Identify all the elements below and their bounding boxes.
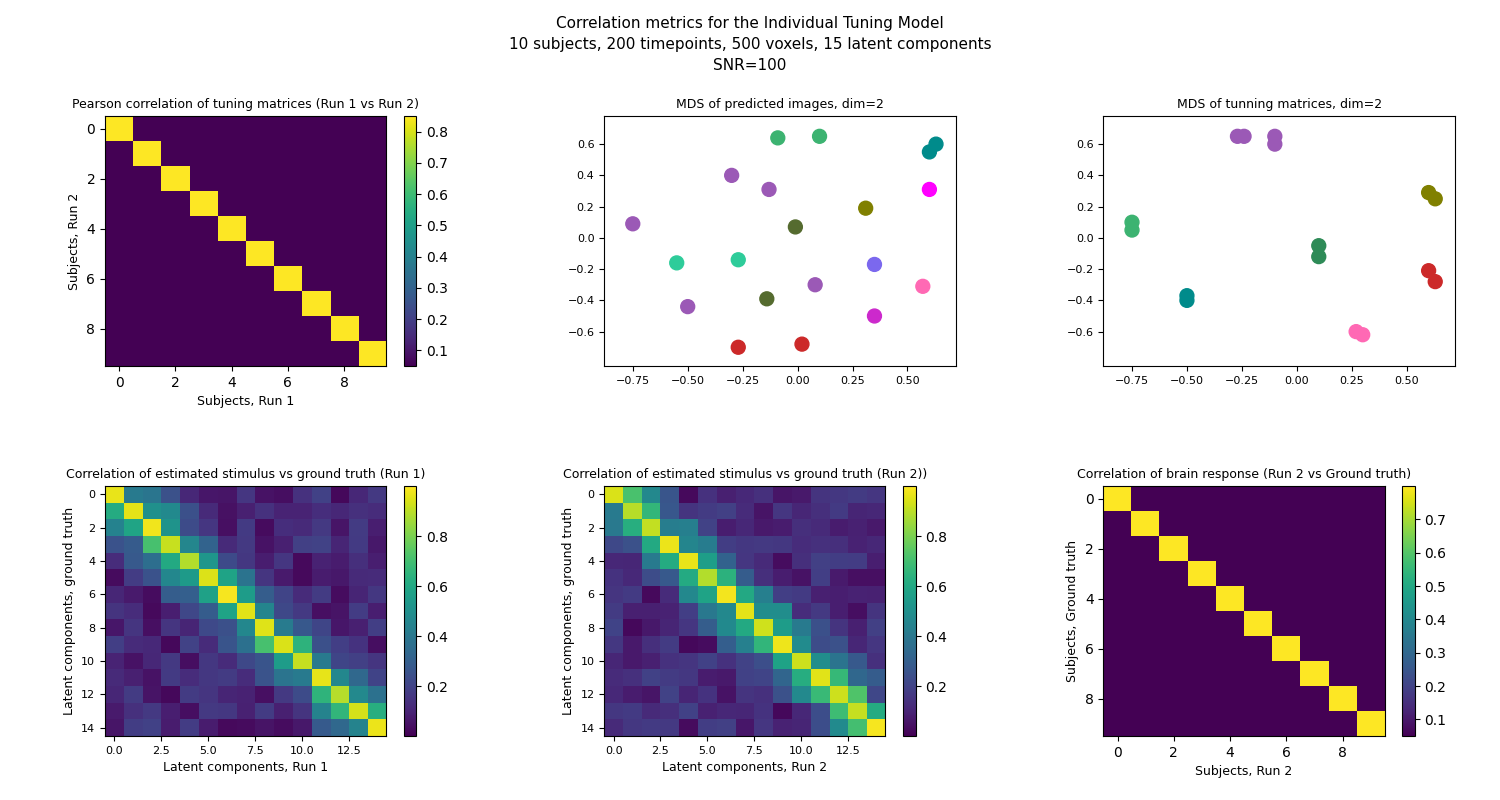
- Title: Correlation of brain response (Run 2 vs Ground truth): Correlation of brain response (Run 2 vs …: [1077, 468, 1412, 481]
- Point: [720, 169, 744, 182]
- Point: [1424, 193, 1448, 206]
- X-axis label: Latent components, Run 2: Latent components, Run 2: [663, 762, 828, 774]
- Title: Correlation of estimated stimulus vs ground truth (Run 1): Correlation of estimated stimulus vs gro…: [66, 468, 426, 481]
- Point: [807, 130, 831, 142]
- Point: [918, 183, 942, 196]
- Point: [758, 183, 782, 196]
- X-axis label: Subjects, Run 1: Subjects, Run 1: [196, 395, 294, 408]
- Point: [1416, 264, 1440, 277]
- Point: [1416, 186, 1440, 199]
- Point: [664, 257, 688, 270]
- Point: [1344, 326, 1368, 338]
- Point: [1174, 290, 1198, 302]
- Point: [862, 310, 886, 322]
- Point: [802, 278, 826, 291]
- Point: [621, 218, 645, 230]
- Title: MDS of tunning matrices, dim=2: MDS of tunning matrices, dim=2: [1176, 98, 1382, 110]
- Point: [726, 341, 750, 354]
- Point: [1226, 130, 1250, 142]
- Point: [1263, 138, 1287, 150]
- Y-axis label: Latent components, ground truth: Latent components, ground truth: [63, 507, 75, 715]
- Point: [726, 254, 750, 266]
- Point: [766, 131, 790, 144]
- Point: [862, 258, 886, 271]
- Point: [1120, 224, 1144, 237]
- Point: [1306, 239, 1330, 252]
- Point: [918, 146, 942, 158]
- Y-axis label: Subjects, Run 2: Subjects, Run 2: [68, 192, 81, 290]
- Title: Correlation of estimated stimulus vs ground truth (Run 2)): Correlation of estimated stimulus vs gro…: [562, 468, 927, 481]
- Text: Correlation metrics for the Individual Tuning Model
10 subjects, 200 timepoints,: Correlation metrics for the Individual T…: [509, 16, 992, 73]
- Point: [1263, 130, 1287, 142]
- X-axis label: Latent components, Run 1: Latent components, Run 1: [164, 762, 328, 774]
- Point: [1306, 250, 1330, 263]
- Y-axis label: Subjects, Ground truth: Subjects, Ground truth: [1066, 540, 1080, 682]
- Point: [853, 202, 877, 214]
- Point: [1232, 130, 1256, 142]
- Point: [1424, 275, 1448, 288]
- Point: [675, 300, 699, 313]
- Point: [783, 221, 807, 234]
- Point: [754, 293, 778, 306]
- Y-axis label: Latent components, ground truth: Latent components, ground truth: [562, 507, 574, 715]
- Title: Pearson correlation of tuning matrices (Run 1 vs Run 2): Pearson correlation of tuning matrices (…: [72, 98, 419, 110]
- Point: [910, 280, 934, 293]
- Title: MDS of predicted images, dim=2: MDS of predicted images, dim=2: [676, 98, 884, 110]
- Point: [924, 138, 948, 150]
- Point: [1174, 294, 1198, 306]
- Point: [790, 338, 814, 350]
- Point: [1350, 328, 1374, 341]
- X-axis label: Subjects, Run 2: Subjects, Run 2: [1196, 766, 1293, 778]
- Point: [1120, 216, 1144, 229]
